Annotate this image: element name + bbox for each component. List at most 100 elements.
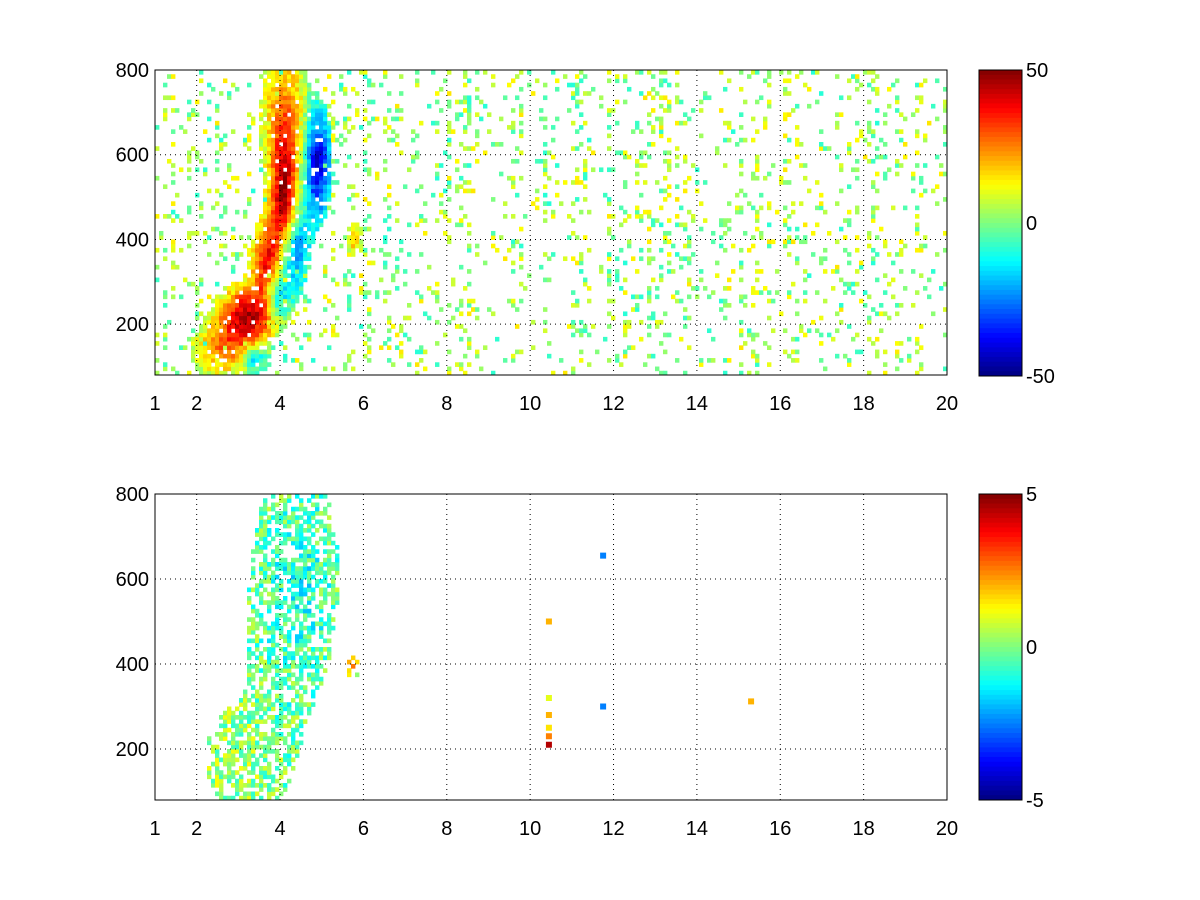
heatmap-cell [263,566,268,571]
heatmap-cell [323,506,328,512]
heatmap-cell [279,515,284,520]
heatmap-cell [251,362,256,367]
heatmap-cell [271,319,276,325]
heatmap-cell [327,345,332,350]
heatmap-cell [287,91,292,96]
heatmap-cell [219,302,224,308]
heatmap-cell [847,362,852,367]
heatmap-cell [383,158,388,164]
heatmap-cell [267,774,272,780]
heatmap-cell [667,332,672,338]
heatmap-cell [507,247,512,253]
heatmap-cell [283,519,288,525]
heatmap-cell [447,137,452,143]
heatmap-cell [323,557,328,563]
colorbar-step [979,642,1022,648]
heatmap-cell [259,536,264,542]
heatmap-cell [263,647,268,652]
heatmap-cell [399,341,404,346]
heatmap-cell [295,235,300,240]
heatmap-cell [819,91,824,96]
heatmap-cell [311,175,316,181]
heatmap-cell [467,112,472,117]
heatmap-cell [247,125,252,130]
heatmap-cell [407,167,412,173]
heatmap-cell [279,167,284,173]
heatmap-cell [247,328,252,334]
heatmap-cell [307,205,312,211]
heatmap-cell [267,252,272,257]
heatmap-cell [351,252,356,257]
heatmap-cell [719,108,724,113]
heatmap-cell [811,230,816,236]
heatmap-cell [307,579,312,584]
heatmap-cell [319,511,324,516]
heatmap-cell [275,787,280,792]
heatmap-cell [499,116,504,122]
colorbar-step [979,761,1022,768]
heatmap-cell [767,290,772,295]
heatmap-cell [171,247,176,253]
heatmap-cell [275,277,280,283]
heatmap-cell [891,82,896,88]
heatmap-cell [287,273,292,278]
heatmap-cell [291,727,296,733]
heatmap-cell [247,252,252,257]
heatmap-cell [299,209,304,215]
heatmap-cell [351,655,356,661]
heatmap-cell [279,736,284,741]
heatmap-cell [287,532,292,537]
heatmap-cell [307,664,312,669]
heatmap-cell [303,617,308,622]
heatmap-cell [279,681,284,686]
heatmap-cell [247,600,252,605]
heatmap-cell [463,82,468,88]
heatmap-cell [307,600,312,605]
bottom-colorbar-tick-labels: 50-5 [1026,484,1044,812]
heatmap-cell [755,226,760,232]
heatmap-cell [295,515,300,520]
heatmap-cell [227,332,232,338]
heatmap-cell [267,630,272,635]
heatmap-cell [547,201,552,206]
heatmap-cell [315,676,320,682]
heatmap-cell [231,749,236,754]
heatmap-cell [303,197,308,202]
heatmap-cell [207,319,212,325]
heatmap-cell [287,744,292,750]
heatmap-cell [299,184,304,190]
heatmap-cell [643,209,648,215]
heatmap-cell [655,180,660,185]
heatmap-cell [263,82,268,88]
heatmap-cell [255,290,260,295]
heatmap-cell [227,757,232,763]
colorbar-step [979,498,1022,505]
heatmap-cell [847,95,852,101]
heatmap-cell [927,277,932,283]
heatmap-cell [283,260,288,266]
heatmap-cell [739,260,744,266]
heatmap-cell [519,112,524,117]
heatmap-cell [255,545,260,550]
heatmap-cell [335,315,340,321]
heatmap-cell [387,205,392,211]
heatmap-cell [175,370,180,376]
heatmap-cell [203,336,208,342]
heatmap-cell [291,596,296,601]
heatmap-cell [315,142,320,147]
heatmap-cell [231,129,236,134]
heatmap-cell [335,545,340,550]
heatmap-cell [899,112,904,117]
heatmap-cell [343,235,348,240]
heatmap-cell [227,328,232,334]
heatmap-cell [875,188,880,194]
heatmap-cell [343,125,348,130]
heatmap-cell [251,625,256,631]
heatmap-cell [275,328,280,334]
heatmap-cell [847,222,852,228]
heatmap-cell [275,732,280,737]
heatmap-cell [651,256,656,262]
heatmap-cell [207,345,212,350]
heatmap-cell [635,307,640,312]
heatmap-cell [303,125,308,130]
